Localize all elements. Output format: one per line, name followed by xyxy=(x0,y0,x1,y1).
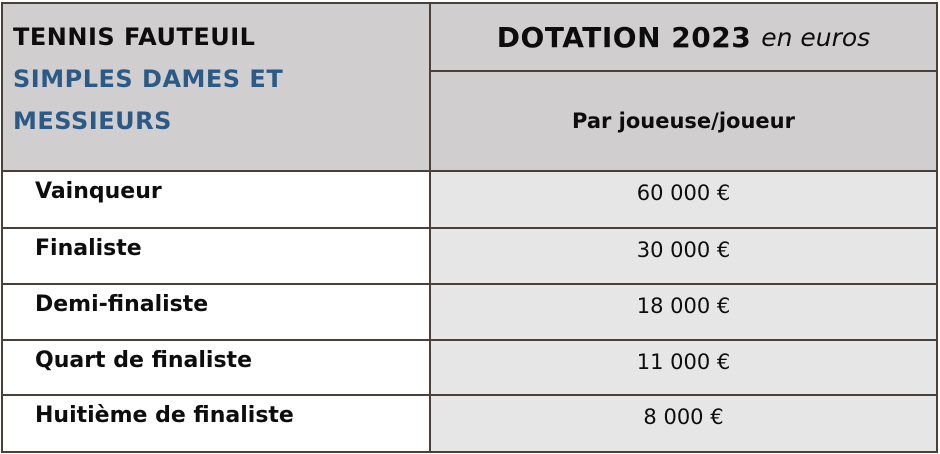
row-value-quart-de-finaliste: 11 000 € xyxy=(431,341,936,394)
row-label-huitieme-de-finaliste: Huitième de finaliste xyxy=(3,396,429,451)
row-label-vainqueur: Vainqueur xyxy=(3,172,429,227)
per-player-header-label: Par joueuse/joueur xyxy=(572,109,795,133)
dotation-header-bold: DOTATION 2023 xyxy=(496,20,752,54)
row-label-finaliste: Finaliste xyxy=(3,229,429,283)
table-title-line1: TENNIS FAUTEUIL xyxy=(13,23,256,51)
row-value-demi-finaliste: 18 000 € xyxy=(431,285,936,339)
dotation-header-italic: en euros xyxy=(761,22,871,52)
table-title-cell: TENNIS FAUTEUIL SIMPLES DAMES ET MESSIEU… xyxy=(3,4,429,170)
per-player-header-cell: Par joueuse/joueur xyxy=(431,72,936,170)
row-value-vainqueur: 60 000 € xyxy=(431,172,936,227)
table-title-line2: SIMPLES DAMES ET xyxy=(13,65,284,93)
row-value-huitieme-de-finaliste: 8 000 € xyxy=(431,396,936,451)
row-label-quart-de-finaliste: Quart de finaliste xyxy=(3,341,429,394)
dotation-header-cell: DOTATION 2023 en euros xyxy=(431,4,936,70)
row-value-finaliste: 30 000 € xyxy=(431,229,936,283)
table-title-line3: MESSIEURS xyxy=(13,107,172,135)
row-label-demi-finaliste: Demi-finaliste xyxy=(3,285,429,339)
